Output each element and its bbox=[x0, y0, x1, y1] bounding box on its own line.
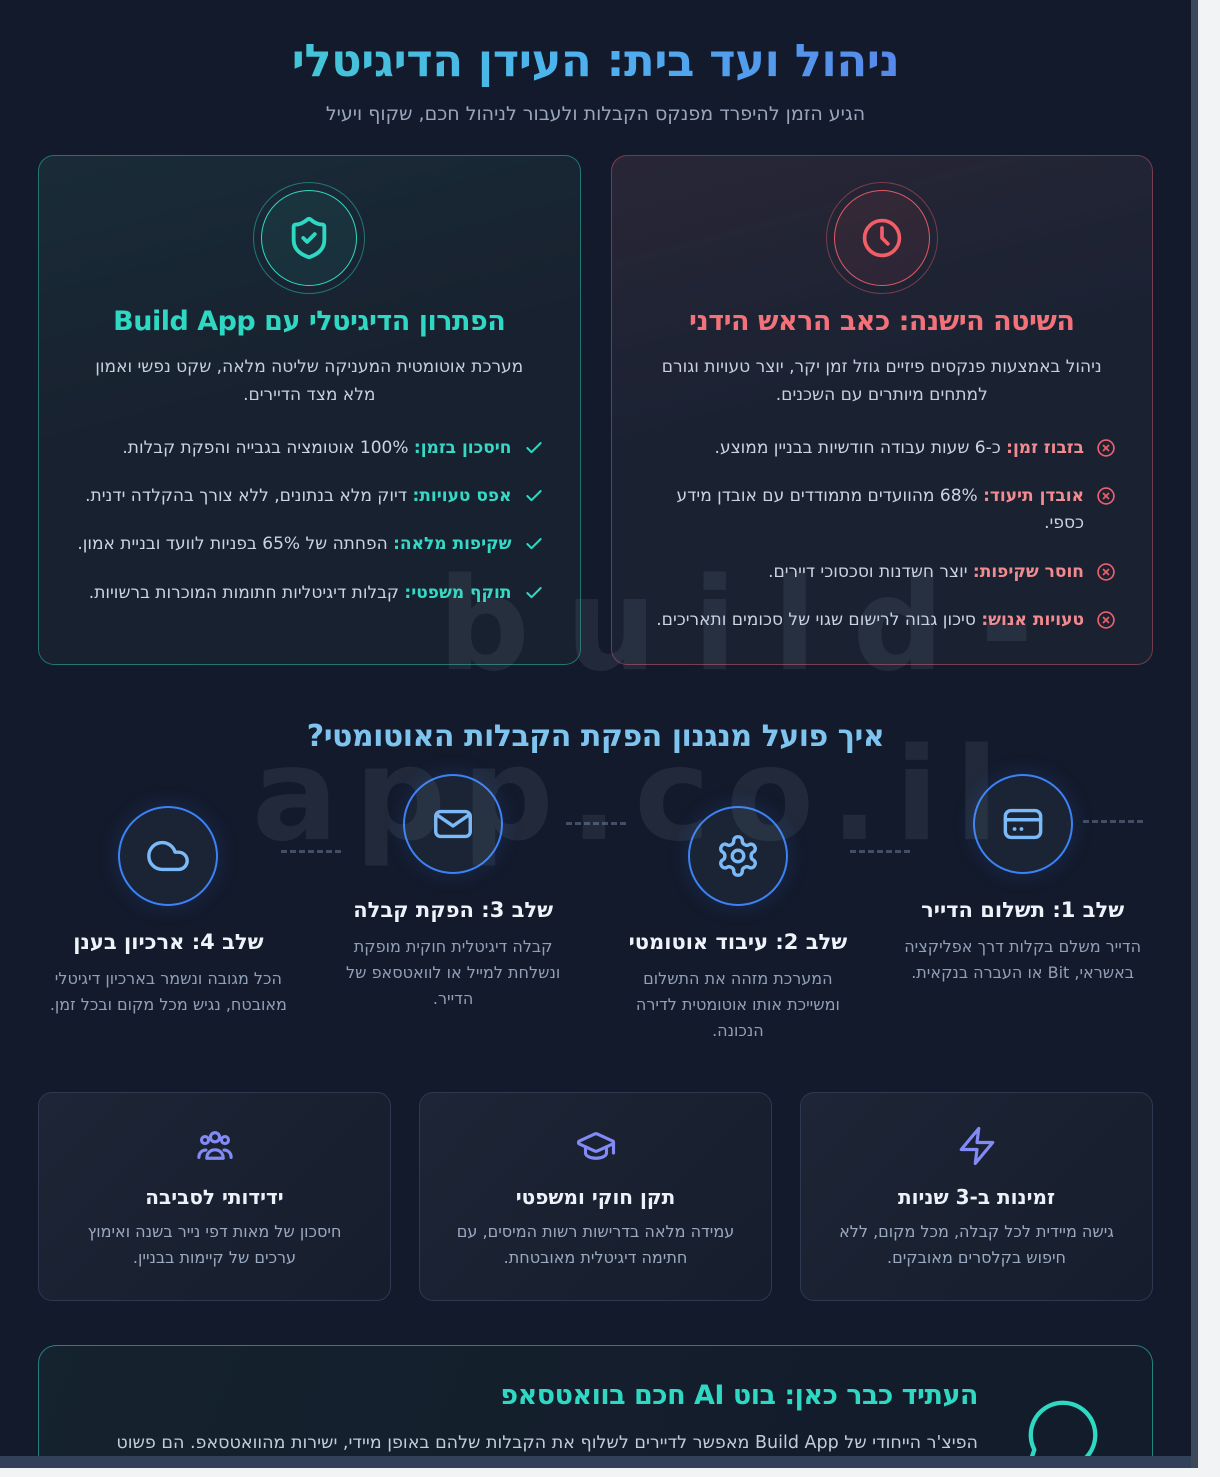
graduation-cap-icon bbox=[450, 1125, 741, 1167]
list-item: בזבוז זמן: כ-6 שעות עבודה חודשיות בבניין… bbox=[648, 435, 1117, 462]
list-item: חוסר שקיפות: יוצר חשדנות וסכסוכי דיירים. bbox=[648, 559, 1117, 586]
dashed-connector bbox=[280, 850, 341, 854]
lightning-icon bbox=[831, 1125, 1122, 1167]
feature-title: ידידותי לסביבה bbox=[145, 1184, 284, 1209]
page-subtitle: הגיע הזמן להיפרד מפנקס הקבלות ולעבור לני… bbox=[325, 103, 866, 125]
feature-card-legal: תקן חוקי ומשפטי עמידה מלאה בדרישות רשות … bbox=[419, 1091, 772, 1301]
step-title: שלב 4: ארכיון בענן bbox=[73, 930, 264, 955]
feature-card-eco: ידידותי לסביבה חיסכון של מאות דפי נייר ב… bbox=[38, 1091, 391, 1301]
solution-title: הפתרון הדיגיטלי עם Build App bbox=[113, 306, 506, 337]
check-icon bbox=[524, 438, 544, 458]
dashed-connector bbox=[565, 822, 626, 826]
x-circle-icon bbox=[1096, 610, 1116, 630]
process-steps-row: שלב 1: תשלום הדייר הדייר משלם בקלות דרך … bbox=[26, 774, 1165, 1044]
list-item-text: טעויות אנוש: סיכון גבוה לרישום שגוי של ס… bbox=[656, 609, 1084, 630]
step-description: קבלה דיגיטלית חוקית מופקת ונשלחת למייל א… bbox=[346, 937, 561, 1008]
footer-strip bbox=[0, 1456, 1191, 1468]
process-section-heading: איך פועל מנגנון הפקת הקבלות האוטומטי? bbox=[306, 719, 885, 755]
process-step-4: שלב 4: ארכיון בענן הכל מגובה ונשמר בארכי… bbox=[26, 774, 311, 1044]
feature-title: זמינות ב-3 שניות bbox=[898, 1184, 1055, 1209]
list-item: טעויות אנוש: סיכון גבוה לרישום שגוי של ס… bbox=[648, 607, 1117, 634]
step-title: שלב 2: עיבוד אוטומטי bbox=[628, 930, 848, 955]
envelope-icon bbox=[403, 774, 504, 875]
list-item-text: תוקף משפטי: קבלות דיגיטליות חתומות המוכר… bbox=[88, 582, 512, 603]
list-item-text: אפס טעויות: דיוק מלא בנתונים, ללא צורך ב… bbox=[85, 486, 512, 507]
list-item: תוקף משפטי: קבלות דיגיטליות חתומות המוכר… bbox=[75, 580, 544, 607]
step-description: הכל מגובה ונשמר בארכיון דיגיטלי מאובטח, … bbox=[49, 969, 287, 1014]
check-icon bbox=[524, 534, 544, 554]
feature-card-availability: זמינות ב-3 שניות גישה מיידית לכל קבלה, מ… bbox=[800, 1091, 1153, 1301]
x-circle-icon bbox=[1096, 438, 1116, 458]
dashed-connector bbox=[850, 850, 911, 854]
process-step-3: שלב 3: הפקת קבלה קבלה דיגיטלית חוקית מופ… bbox=[311, 774, 596, 1044]
solution-list: חיסכון בזמן: 100% אוטומציה בגבייה והפקת … bbox=[75, 435, 544, 607]
clock-icon bbox=[825, 182, 938, 294]
check-icon bbox=[524, 583, 544, 603]
list-item-text: אובדן תיעוד: 68% מהוועדים מתמודדים עם או… bbox=[676, 486, 1084, 534]
credit-card-icon bbox=[972, 774, 1073, 875]
page: build- app.co.il ניהול ועד בית: העידן הד… bbox=[0, 0, 1198, 1468]
step-description: המערכת מזהה את התשלום ומשייכת אותו אוטומ… bbox=[635, 969, 840, 1040]
cta-title: העתיד כבר כאן: בוט AI חכם בוואטסאפ bbox=[500, 1379, 978, 1411]
list-item: חיסכון בזמן: 100% אוטומציה בגבייה והפקת … bbox=[75, 435, 544, 462]
old-method-card: השיטה הישנה: כאב הראש הידני ניהול באמצעו… bbox=[610, 155, 1153, 666]
cta-card: העתיד כבר כאן: בוט AI חכם בוואטסאפ הפיצ'… bbox=[38, 1344, 1153, 1468]
list-item-text: חיסכון בזמן: 100% אוטומציה בגבייה והפקת … bbox=[122, 438, 512, 459]
list-item: שקיפות מלאה: הפחתה של 65% בפניות לוועד ו… bbox=[75, 531, 544, 558]
comparison-cards-row: השיטה הישנה: כאב הראש הידני ניהול באמצעו… bbox=[38, 155, 1153, 666]
step-description: הדייר משלם בקלות דרך אפליקציה באשראי, Bi… bbox=[904, 937, 1142, 982]
process-step-2: שלב 2: עיבוד אוטומטי המערכת מזהה את התשל… bbox=[596, 774, 881, 1044]
step-title: שלב 1: תשלום הדייר bbox=[921, 898, 1125, 923]
shield-check-icon bbox=[253, 182, 366, 294]
list-item-text: חוסר שקיפות: יוצר חשדנות וסכסוכי דיירים. bbox=[768, 561, 1084, 582]
page-title: ניהול ועד בית: העידן הדיגיטלי bbox=[0, 34, 1191, 87]
list-item: אפס טעויות: דיוק מלא בנתונים, ללא צורך ב… bbox=[75, 483, 544, 510]
cloud-icon bbox=[118, 806, 219, 907]
old-method-title: השיטה הישנה: כאב הראש הידני bbox=[689, 306, 1075, 337]
solution-card: הפתרון הדיגיטלי עם Build App מערכת אוטומ… bbox=[38, 155, 581, 666]
x-circle-icon bbox=[1096, 562, 1116, 582]
list-item-text: שקיפות מלאה: הפחתה של 65% בפניות לוועד ו… bbox=[77, 534, 512, 555]
old-method-description: ניהול באמצעות פנקסים פיזיים גוזל זמן יקר… bbox=[661, 357, 1102, 406]
check-icon bbox=[524, 486, 544, 506]
step-title: שלב 3: הפקת קבלה bbox=[353, 898, 554, 923]
features-row: זמינות ב-3 שניות גישה מיידית לכל קבלה, מ… bbox=[38, 1091, 1153, 1301]
solution-description: מערכת אוטומטית המעניקה שליטה מלאה, שקט נ… bbox=[95, 357, 524, 406]
feature-description: גישה מיידית לכל קבלה, מכל מקום, ללא חיפו… bbox=[839, 1221, 1114, 1268]
feature-description: חיסכון של מאות דפי נייר בשנה ואימוץ ערכי… bbox=[87, 1221, 342, 1268]
list-item-text: בזבוז זמן: כ-6 שעות עבודה חודשיות בבניין… bbox=[714, 438, 1084, 459]
old-method-list: בזבוז זמן: כ-6 שעות עבודה חודשיות בבניין… bbox=[648, 435, 1117, 634]
people-icon bbox=[69, 1125, 360, 1167]
gear-icon bbox=[687, 806, 788, 907]
x-circle-icon bbox=[1096, 486, 1116, 506]
list-item: אובדן תיעוד: 68% מהוועדים מתמודדים עם או… bbox=[648, 483, 1117, 537]
feature-description: עמידה מלאה בדרישות רשות המיסים, עם חתימה… bbox=[456, 1221, 735, 1268]
dashed-connector bbox=[1083, 820, 1143, 824]
feature-title: תקן חוקי ומשפטי bbox=[515, 1184, 676, 1209]
header: ניהול ועד בית: העידן הדיגיטלי הגיע הזמן … bbox=[0, 0, 1191, 125]
process-step-1: שלב 1: תשלום הדייר הדייר משלם בקלות דרך … bbox=[880, 774, 1165, 1044]
cta-text-block: העתיד כבר כאן: בוט AI חכם בוואטסאפ הפיצ'… bbox=[85, 1380, 978, 1468]
